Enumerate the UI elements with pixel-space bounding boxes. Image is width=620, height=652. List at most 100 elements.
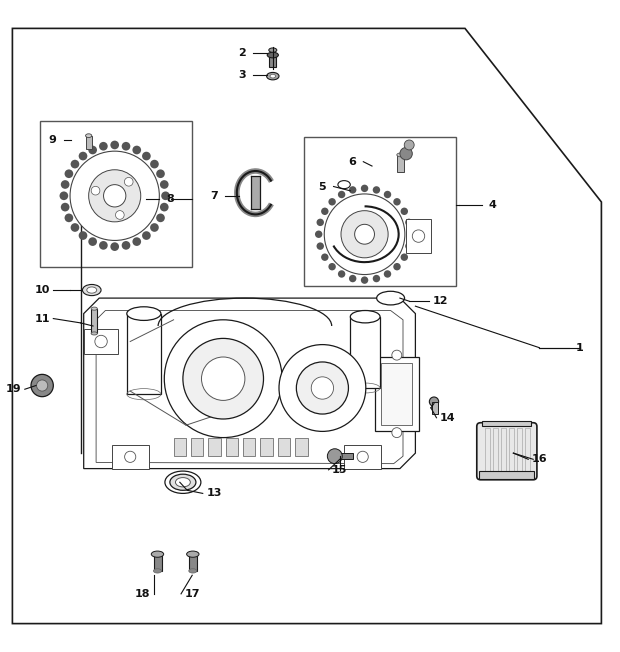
Circle shape bbox=[133, 145, 141, 155]
Circle shape bbox=[161, 192, 170, 200]
Bar bbox=[482, 421, 531, 426]
Circle shape bbox=[160, 180, 169, 189]
Ellipse shape bbox=[267, 52, 278, 58]
FancyBboxPatch shape bbox=[477, 422, 537, 480]
Circle shape bbox=[392, 428, 402, 437]
Circle shape bbox=[164, 319, 282, 437]
Ellipse shape bbox=[151, 551, 164, 557]
Polygon shape bbox=[84, 298, 415, 469]
Text: 19: 19 bbox=[6, 384, 22, 394]
Bar bbox=[397, 155, 404, 172]
Circle shape bbox=[64, 213, 73, 222]
Ellipse shape bbox=[170, 474, 196, 490]
Circle shape bbox=[317, 243, 324, 250]
Circle shape bbox=[373, 275, 380, 282]
Ellipse shape bbox=[86, 134, 92, 138]
Bar bbox=[375, 357, 418, 432]
Ellipse shape bbox=[127, 307, 161, 320]
Circle shape bbox=[150, 160, 159, 168]
Bar bbox=[40, 121, 192, 267]
Text: 7: 7 bbox=[210, 191, 218, 201]
Text: 14: 14 bbox=[440, 413, 456, 422]
Circle shape bbox=[321, 207, 329, 215]
Bar bbox=[269, 55, 276, 67]
Circle shape bbox=[317, 218, 324, 226]
Circle shape bbox=[315, 231, 322, 238]
Circle shape bbox=[122, 142, 130, 151]
Bar bbox=[479, 471, 534, 479]
Text: 9: 9 bbox=[49, 135, 56, 145]
Bar bbox=[251, 176, 260, 209]
Bar bbox=[344, 445, 381, 469]
Bar bbox=[154, 552, 162, 571]
Bar bbox=[493, 428, 498, 475]
Circle shape bbox=[133, 237, 141, 246]
Circle shape bbox=[64, 170, 73, 178]
Circle shape bbox=[321, 254, 329, 261]
Circle shape bbox=[341, 211, 388, 258]
Text: 2: 2 bbox=[238, 48, 246, 58]
Bar bbox=[112, 445, 149, 469]
Bar bbox=[226, 437, 238, 456]
Circle shape bbox=[99, 241, 108, 250]
Text: 10: 10 bbox=[35, 285, 50, 295]
Bar bbox=[432, 402, 438, 414]
Bar bbox=[406, 218, 431, 253]
Bar bbox=[517, 428, 522, 475]
Circle shape bbox=[37, 380, 48, 391]
Text: 17: 17 bbox=[185, 589, 200, 599]
Circle shape bbox=[392, 350, 402, 360]
Bar bbox=[84, 329, 118, 354]
Circle shape bbox=[71, 160, 79, 168]
Circle shape bbox=[349, 186, 356, 194]
Circle shape bbox=[122, 241, 130, 250]
Bar bbox=[501, 428, 506, 475]
Circle shape bbox=[60, 192, 68, 200]
Text: 1: 1 bbox=[576, 343, 583, 353]
Ellipse shape bbox=[270, 74, 276, 78]
Circle shape bbox=[88, 145, 97, 155]
Bar bbox=[278, 437, 290, 456]
Circle shape bbox=[110, 243, 119, 251]
Circle shape bbox=[71, 223, 79, 232]
Circle shape bbox=[405, 243, 412, 250]
Ellipse shape bbox=[397, 153, 404, 156]
Circle shape bbox=[401, 254, 408, 261]
Circle shape bbox=[412, 230, 425, 243]
Circle shape bbox=[401, 207, 408, 215]
Circle shape bbox=[373, 186, 380, 194]
Bar bbox=[174, 437, 186, 456]
Bar bbox=[191, 437, 203, 456]
Circle shape bbox=[142, 152, 151, 160]
Text: 11: 11 bbox=[35, 314, 50, 323]
Circle shape bbox=[384, 270, 391, 278]
Circle shape bbox=[79, 152, 87, 160]
Circle shape bbox=[79, 231, 87, 240]
Bar bbox=[208, 437, 221, 456]
Circle shape bbox=[91, 186, 100, 195]
Circle shape bbox=[104, 185, 126, 207]
Bar bbox=[509, 428, 514, 475]
Circle shape bbox=[70, 151, 159, 241]
Bar bbox=[335, 453, 353, 459]
Circle shape bbox=[125, 451, 136, 462]
Bar bbox=[127, 314, 161, 394]
Circle shape bbox=[115, 211, 124, 219]
Circle shape bbox=[296, 362, 348, 414]
Bar bbox=[243, 437, 255, 456]
Circle shape bbox=[407, 231, 414, 238]
Text: 13: 13 bbox=[206, 488, 221, 498]
Ellipse shape bbox=[429, 397, 439, 406]
Ellipse shape bbox=[153, 569, 161, 573]
Bar bbox=[381, 363, 412, 425]
Ellipse shape bbox=[269, 48, 277, 52]
Text: 5: 5 bbox=[319, 181, 326, 192]
Circle shape bbox=[311, 377, 334, 399]
Ellipse shape bbox=[187, 551, 199, 557]
Circle shape bbox=[393, 198, 401, 205]
Circle shape bbox=[88, 237, 97, 246]
Text: 8: 8 bbox=[167, 194, 174, 204]
Circle shape bbox=[95, 335, 107, 348]
Circle shape bbox=[393, 263, 401, 271]
Circle shape bbox=[327, 449, 342, 464]
